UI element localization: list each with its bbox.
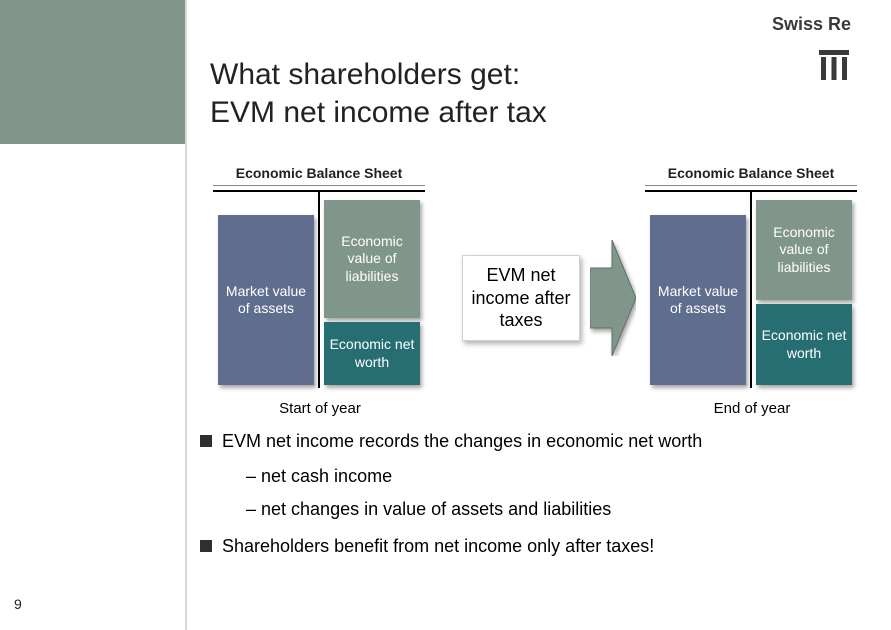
left-enw-box: Economic net worth (324, 322, 420, 385)
start-caption: Start of year (220, 400, 420, 417)
bullet-1-sub-2: – net changes in value of assets and lia… (200, 496, 860, 523)
left-divider (185, 0, 187, 630)
flow-arrow-icon (590, 240, 636, 356)
right-section-heading: Economic Balance Sheet (645, 165, 857, 186)
center-label-box: EVM net income after taxes (462, 255, 580, 341)
right-enw-label: Economic net worth (760, 327, 848, 362)
right-assets-box: Market value of assets (650, 215, 746, 385)
left-section-heading: Economic Balance Sheet (213, 165, 425, 186)
center-label: EVM net income after taxes (469, 264, 573, 332)
page-title: What shareholders get: EVM net income af… (210, 56, 547, 131)
title-line2: EVM net income after tax (210, 96, 547, 129)
bullet-1-sub-1: – net cash income (200, 463, 860, 490)
title-line1: What shareholders get: (210, 58, 520, 91)
page-number: 9 (14, 596, 22, 612)
left-assets-box: Market value of assets (218, 215, 314, 385)
right-liabilities-label: Economic value of liabilities (760, 224, 848, 277)
bullet-1: EVM net income records the changes in ec… (200, 428, 860, 455)
right-enw-box: Economic net worth (756, 304, 852, 385)
brand-name: Swiss Re (772, 14, 851, 35)
bullet-list: EVM net income records the changes in ec… (200, 428, 860, 568)
bullet-2: Shareholders benefit from net income onl… (200, 533, 860, 560)
end-caption: End of year (652, 400, 852, 417)
left-liabilities-box: Economic value of liabilities (324, 200, 420, 318)
left-assets-label: Market value of assets (222, 283, 310, 318)
right-liabilities-box: Economic value of liabilities (756, 200, 852, 300)
right-assets-label: Market value of assets (654, 283, 742, 318)
left-liabilities-label: Economic value of liabilities (328, 233, 416, 286)
left-enw-label: Economic net worth (328, 336, 416, 371)
brand-column-icon (819, 50, 849, 80)
